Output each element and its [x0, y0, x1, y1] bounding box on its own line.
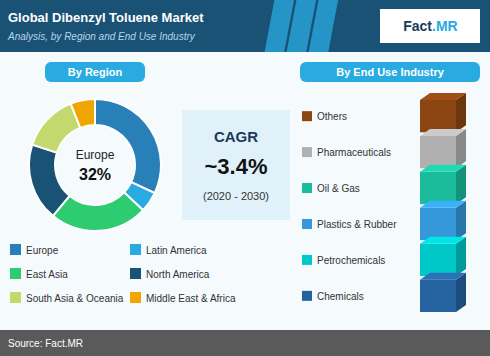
title: Global Dibenzyl Toluene Market — [8, 10, 204, 25]
cagr-value: ~3.4% — [205, 154, 268, 179]
logo-box — [380, 9, 480, 43]
section-label: By End Use Industry — [336, 66, 444, 78]
legend-entry: Europe — [26, 245, 59, 256]
legend-entry: East Asia — [26, 269, 68, 280]
background — [0, 0, 490, 356]
legend-swatch — [302, 147, 312, 157]
bar-top — [420, 273, 466, 280]
legend-swatch — [302, 291, 312, 301]
legend-swatch — [10, 292, 21, 303]
bar-top — [420, 201, 466, 208]
end-use-list: Others Pharmaceuticals Oil & Gas Plastics &… — [302, 111, 397, 302]
bar-front — [420, 136, 456, 168]
legend-swatch — [130, 292, 141, 303]
legend-entry: Petrochemicals — [317, 255, 385, 266]
legend-entry: Latin America — [146, 245, 207, 256]
legend: Europe Latin America East Asia North Americ… — [10, 244, 236, 304]
cagr-period: (2020 - 2030) — [203, 190, 269, 202]
donut: Europe 32% — [29, 99, 161, 231]
donut-slice — [29, 145, 70, 216]
section-label-box — [45, 62, 145, 82]
bar-top — [420, 129, 466, 136]
legend-entry: Plastics & Rubber — [317, 219, 397, 230]
legend-entry: North America — [146, 269, 210, 280]
bar-top — [420, 165, 466, 172]
subtitle: Analysis, by Region and End Use Industry — [7, 31, 196, 42]
legend-swatch — [130, 244, 141, 255]
legend-entry: South Asia & Oceania — [26, 293, 124, 304]
bar-front — [420, 100, 456, 132]
legend-swatch — [302, 255, 312, 265]
legend-swatch — [302, 219, 312, 229]
header-background — [0, 0, 490, 52]
legend-swatch — [130, 268, 141, 279]
legend-entry: Middle East & Africa — [146, 293, 236, 304]
cagr-panel — [182, 110, 290, 220]
legend-swatch — [302, 183, 312, 193]
center-label: Europe — [76, 148, 115, 162]
bar-front — [420, 280, 456, 312]
legend-swatch — [10, 244, 21, 255]
source: Source: Fact.MR — [8, 338, 83, 349]
bar-front — [420, 172, 456, 204]
bar-top — [420, 93, 466, 100]
logo-text: Fact — [403, 18, 432, 34]
legend-entry: Pharmaceuticals — [317, 147, 391, 158]
logo-text: .MR — [432, 18, 458, 34]
legend-swatch — [10, 268, 21, 279]
donut-slice — [71, 99, 95, 128]
legend-swatch — [302, 111, 312, 121]
section-label: By Region — [68, 66, 123, 78]
center-value: 32% — [79, 166, 111, 183]
cagr-label: CAGR — [214, 128, 258, 145]
decorative-bar — [420, 93, 466, 312]
footer-background — [0, 330, 490, 356]
bar-front — [420, 244, 456, 276]
legend-entry: Oil & Gas — [317, 183, 360, 194]
legend-entry: Others — [317, 111, 347, 122]
chart-root: Global Dibenzyl Toluene Market Analysis, … — [0, 0, 490, 356]
header-accent — [309, 0, 338, 52]
section-label-box — [300, 62, 480, 82]
bar-top — [420, 237, 466, 244]
legend-entry: Chemicals — [317, 291, 364, 302]
bar-front — [420, 208, 456, 240]
